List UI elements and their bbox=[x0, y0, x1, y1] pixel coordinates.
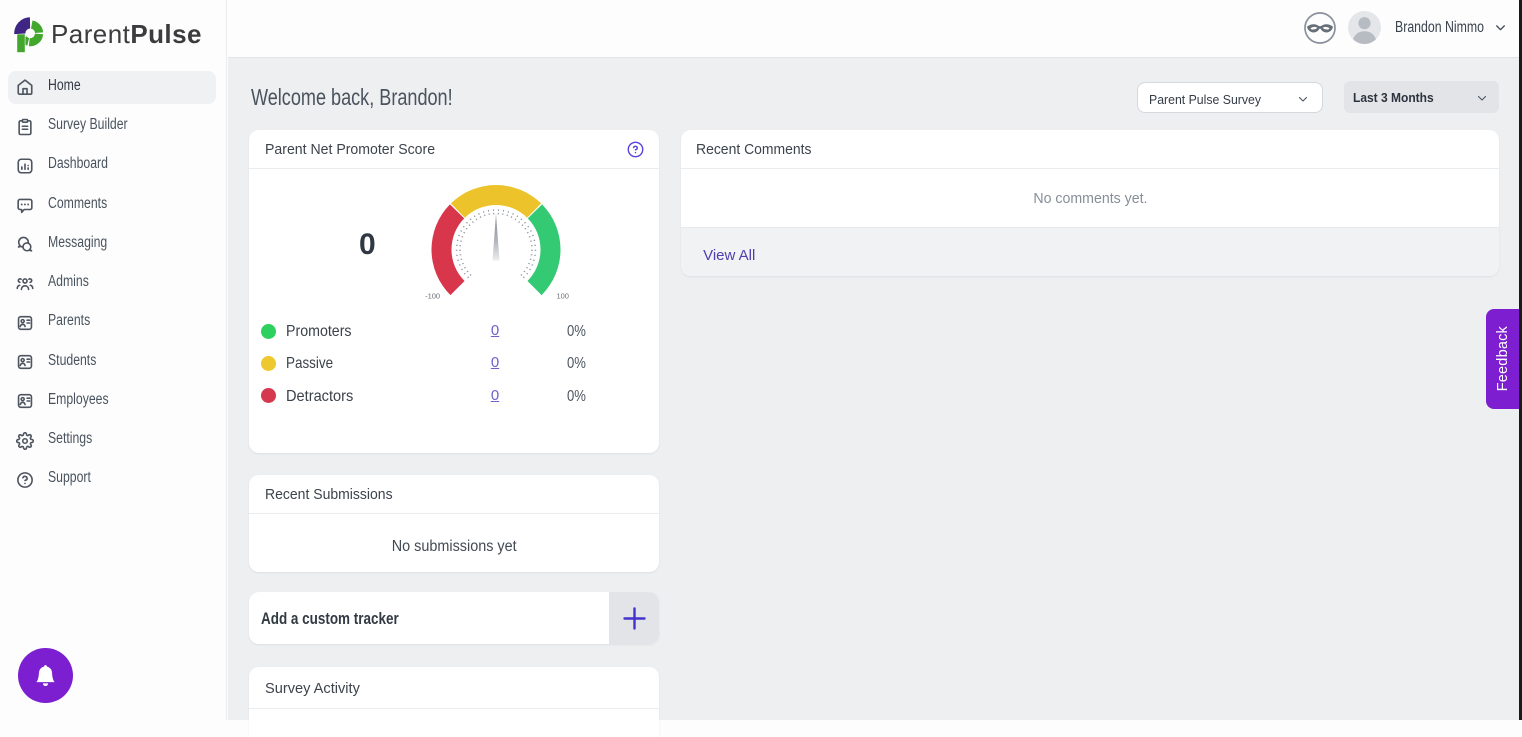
svg-text:100: 100 bbox=[556, 291, 569, 300]
svg-text:-100: -100 bbox=[425, 291, 440, 300]
